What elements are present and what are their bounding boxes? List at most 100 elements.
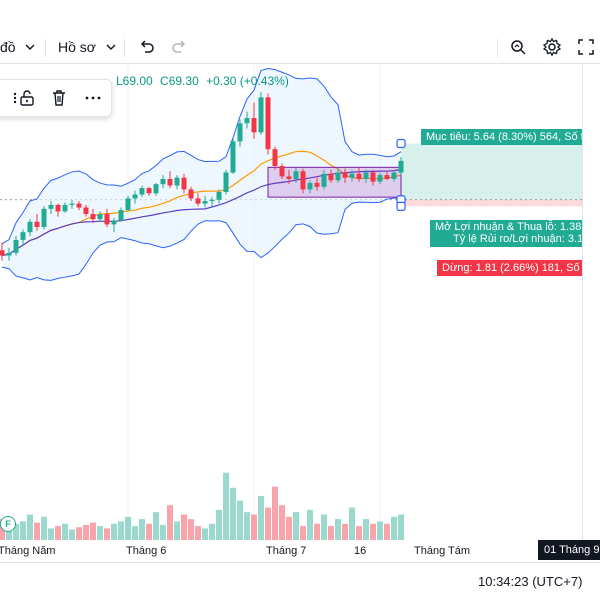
candle-body <box>153 184 159 194</box>
x-tick-label: Tháng Tám <box>414 545 471 557</box>
templates-button[interactable]: Hồ sơ <box>58 31 116 63</box>
volume-bar <box>230 487 236 540</box>
candle-body <box>146 188 152 194</box>
drag-handle <box>396 138 406 149</box>
chart-type-button[interactable]: đồ <box>0 31 35 63</box>
volume-bar <box>48 528 54 540</box>
volume-bar <box>83 524 89 540</box>
time-axis[interactable]: Tháng Năm Tháng 6 Tháng 7 16 Tháng Tám <box>0 540 600 562</box>
volume-bar <box>356 526 362 540</box>
financials-event-badge[interactable]: F <box>0 516 16 532</box>
candle-body <box>272 149 278 167</box>
volume-bar <box>328 526 334 540</box>
volume-bar <box>363 519 369 540</box>
candle-body <box>125 198 131 211</box>
volume-bar <box>132 526 138 540</box>
drag-handle <box>396 201 406 211</box>
volume-bar <box>272 486 278 540</box>
settings-gear-icon[interactable] <box>542 37 562 57</box>
stop-zone <box>401 199 582 207</box>
more-options-icon[interactable] <box>83 88 103 108</box>
volume-bar <box>41 516 47 540</box>
candle-body <box>139 188 145 195</box>
volume-bar <box>265 507 271 540</box>
volume-bar <box>167 505 173 540</box>
volume-bar <box>13 523 19 540</box>
candle-body <box>328 173 334 181</box>
legend-change: +0.30 (+0.43%) <box>206 74 289 88</box>
volume-bar <box>139 519 145 540</box>
volume-bar <box>342 523 348 540</box>
stop-label: Dừng: 1.81 (2.66%) 181, Số tiền: <box>437 260 592 276</box>
volume-bar <box>307 509 313 540</box>
volume-bar <box>209 523 215 540</box>
candle-body <box>181 177 187 190</box>
clock-timezone[interactable]: 10:34:23 (UTC+7) <box>478 574 583 589</box>
window-top-bar <box>0 0 600 30</box>
undo-icon[interactable] <box>136 37 156 57</box>
candle-body <box>356 173 362 179</box>
volume-bar <box>97 526 103 540</box>
candle-body <box>307 182 313 190</box>
volume-bar <box>125 516 131 540</box>
volume-bar <box>293 512 299 540</box>
volume-bar <box>118 521 124 540</box>
candle-body <box>286 176 292 179</box>
candle-body <box>300 171 306 190</box>
volume-bar <box>321 514 327 540</box>
risk-reward-text: Tỷ lệ Rủi ro/Lợi nhuận: 3.12 <box>453 233 590 245</box>
volume-bar <box>160 524 166 540</box>
candle-body <box>188 189 194 199</box>
volume-bar <box>370 523 376 540</box>
candle-body <box>69 203 75 205</box>
candle-body <box>349 173 355 178</box>
redo-icon[interactable] <box>170 37 190 57</box>
bottom-status-bar: 10:34:23 (UTC+7) <box>0 562 600 601</box>
candle-body <box>48 204 54 209</box>
chart-type-label: đồ <box>0 39 16 55</box>
volume-bar <box>76 527 82 540</box>
fullscreen-icon[interactable] <box>576 37 596 57</box>
volume-bar <box>6 526 12 540</box>
volume-bar <box>258 495 264 540</box>
candle-body <box>118 210 124 221</box>
price-scale[interactable] <box>582 64 600 540</box>
volume-bar <box>146 523 152 540</box>
trash-icon[interactable] <box>49 88 69 108</box>
candle-body <box>237 123 243 142</box>
quick-search-icon[interactable] <box>508 37 528 57</box>
bollinger-lower-line <box>1 197 402 281</box>
chevron-down-icon <box>106 44 116 50</box>
toolbar-divider <box>497 39 498 57</box>
candle-body <box>83 207 89 214</box>
volume-bar <box>111 523 117 540</box>
candle-body <box>174 177 180 186</box>
volume-bar <box>188 519 194 540</box>
volume-bar <box>286 516 292 540</box>
candle-body <box>279 166 285 177</box>
pnl-label: Mở Lợi nhuận & Thua lỗ: 1.38, S.L Tỷ lệ … <box>430 220 592 247</box>
drag-handle-icon[interactable] <box>5 88 25 108</box>
candle-body <box>251 118 257 133</box>
candle-body <box>6 252 12 256</box>
candle-body <box>202 201 208 204</box>
volume-bar <box>34 522 40 540</box>
candle-body <box>111 220 117 225</box>
price-chart[interactable] <box>0 64 582 540</box>
volume-bar <box>391 516 397 540</box>
volume-bar <box>377 521 383 540</box>
target-label: Mục tiêu: 5.64 (8.30%) 564, Số tiền: <box>421 129 592 145</box>
candle-body <box>34 221 40 227</box>
long-moving-average-line <box>1 168 402 257</box>
candle-body <box>97 214 103 220</box>
templates-label: Hồ sơ <box>58 39 96 55</box>
candle-body <box>20 232 26 240</box>
candle-body <box>377 175 383 182</box>
volume-bar <box>27 514 33 540</box>
chevron-down-icon <box>25 44 35 50</box>
unlock-icon[interactable] <box>17 88 37 108</box>
bollinger-upper-line <box>1 68 402 245</box>
target-zone <box>401 143 582 200</box>
volume-bar <box>398 514 404 540</box>
drawing-floating-toolbar <box>0 79 112 117</box>
